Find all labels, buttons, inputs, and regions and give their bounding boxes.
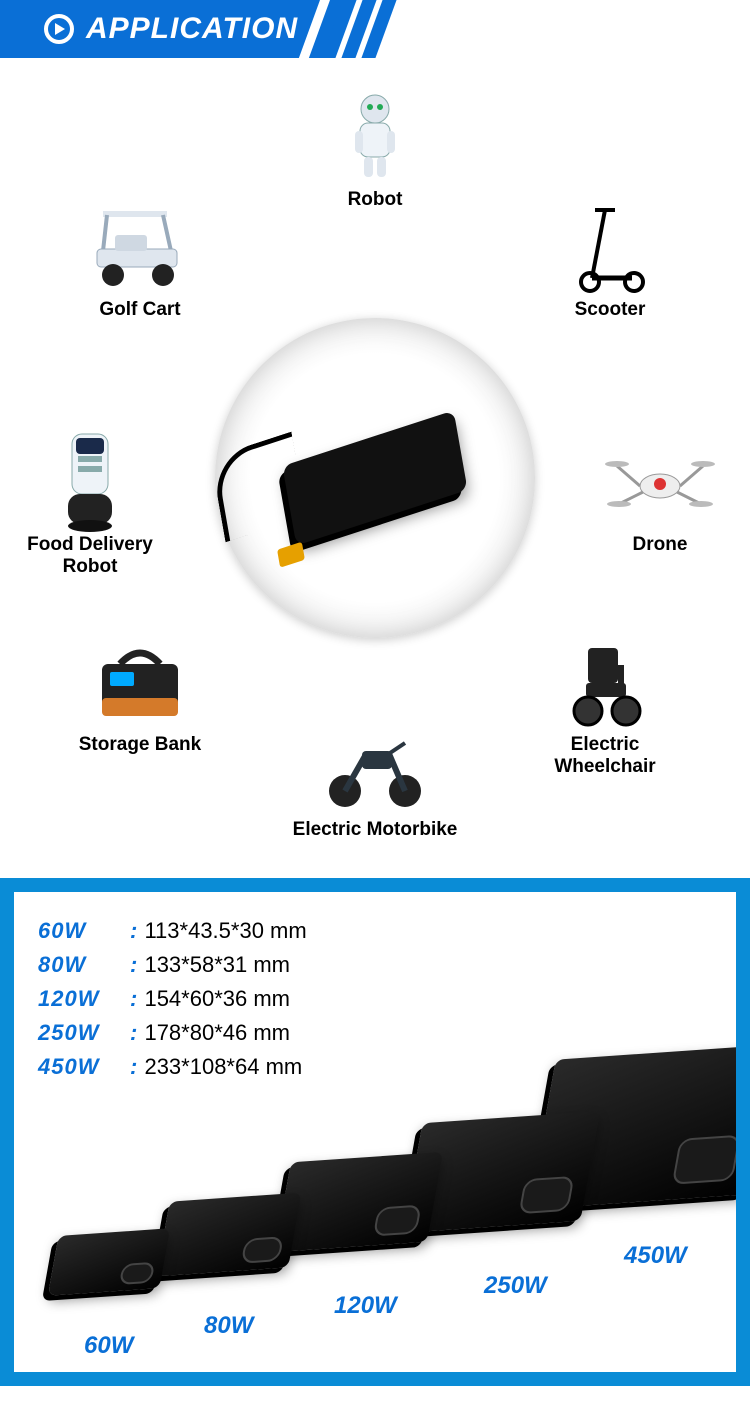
charger-icon xyxy=(282,410,467,545)
spec-dim: 133*58*31 mm xyxy=(144,952,290,977)
node-label: Golf Cart xyxy=(55,299,225,321)
spec-watt: 80W xyxy=(38,948,130,982)
node-delivery-robot: Food Delivery Robot xyxy=(5,433,175,578)
node-label: Scooter xyxy=(525,299,695,321)
spec-row: 60W: 113*43.5*30 mm xyxy=(38,914,307,948)
spec-row: 80W: 133*58*31 mm xyxy=(38,948,307,982)
node-golf-cart: Golf Cart xyxy=(55,198,225,321)
node-motorbike: Electric Motorbike xyxy=(290,718,460,841)
spec-dim: 233*108*64 mm xyxy=(144,1054,302,1079)
hub-circle xyxy=(215,318,535,638)
spec-row: 450W: 233*108*64 mm xyxy=(38,1050,307,1084)
brick-80w xyxy=(156,1193,301,1277)
node-label: Electric Motorbike xyxy=(290,819,460,841)
spec-watt: 250W xyxy=(38,1016,130,1050)
header-title-wrap: APPLICATION xyxy=(44,0,298,58)
size-panel-outer: 60W: 113*43.5*30 mm 80W: 133*58*31 mm 12… xyxy=(0,878,750,1386)
drone-icon xyxy=(605,433,715,528)
spec-row: 120W: 154*60*36 mm xyxy=(38,982,307,1016)
node-label: Food Delivery Robot xyxy=(5,534,175,578)
scooter-icon xyxy=(555,198,665,293)
node-label: Electric Wheelchair xyxy=(520,734,690,778)
node-wheelchair: Electric Wheelchair xyxy=(520,633,690,778)
spec-list: 60W: 113*43.5*30 mm 80W: 133*58*31 mm 12… xyxy=(38,914,307,1084)
robot-icon xyxy=(320,88,430,183)
brick-label: 450W xyxy=(624,1242,687,1270)
brick-label: 120W xyxy=(334,1292,397,1320)
node-label: Storage Bank xyxy=(55,734,225,756)
spec-row: 250W: 178*80*46 mm xyxy=(38,1016,307,1050)
node-drone: Drone xyxy=(575,433,745,556)
spec-dim: 154*60*36 mm xyxy=(144,986,290,1011)
play-icon xyxy=(44,14,74,44)
brick-label: 80W xyxy=(204,1312,253,1340)
brick-120w xyxy=(275,1152,443,1252)
brick-label: 250W xyxy=(484,1272,547,1300)
spec-watt: 450W xyxy=(38,1050,130,1084)
section-header: APPLICATION xyxy=(0,0,750,58)
spec-watt: 60W xyxy=(38,914,130,948)
spec-watt: 120W xyxy=(38,982,130,1016)
size-panel: 60W: 113*43.5*30 mm 80W: 133*58*31 mm 12… xyxy=(14,892,736,1372)
node-storage-bank: Storage Bank xyxy=(55,633,225,756)
node-label: Robot xyxy=(290,189,460,211)
header-title: APPLICATION xyxy=(86,12,298,46)
brick-label: 60W xyxy=(84,1332,133,1360)
application-diagram: Robot Scooter Drone Electric Wheelchair … xyxy=(0,78,750,878)
brick-60w xyxy=(48,1228,170,1296)
node-robot: Robot xyxy=(290,88,460,211)
wheelchair-icon xyxy=(550,633,660,728)
spec-dim: 113*43.5*30 mm xyxy=(144,918,306,943)
golf-cart-icon xyxy=(85,198,195,293)
charger-plug-icon xyxy=(277,542,305,568)
spec-dim: 178*80*46 mm xyxy=(144,1020,290,1045)
storage-bank-icon xyxy=(85,633,195,728)
delivery-robot-icon xyxy=(35,433,145,528)
motorbike-icon xyxy=(320,718,430,813)
node-scooter: Scooter xyxy=(525,198,695,321)
node-label: Drone xyxy=(575,534,745,556)
